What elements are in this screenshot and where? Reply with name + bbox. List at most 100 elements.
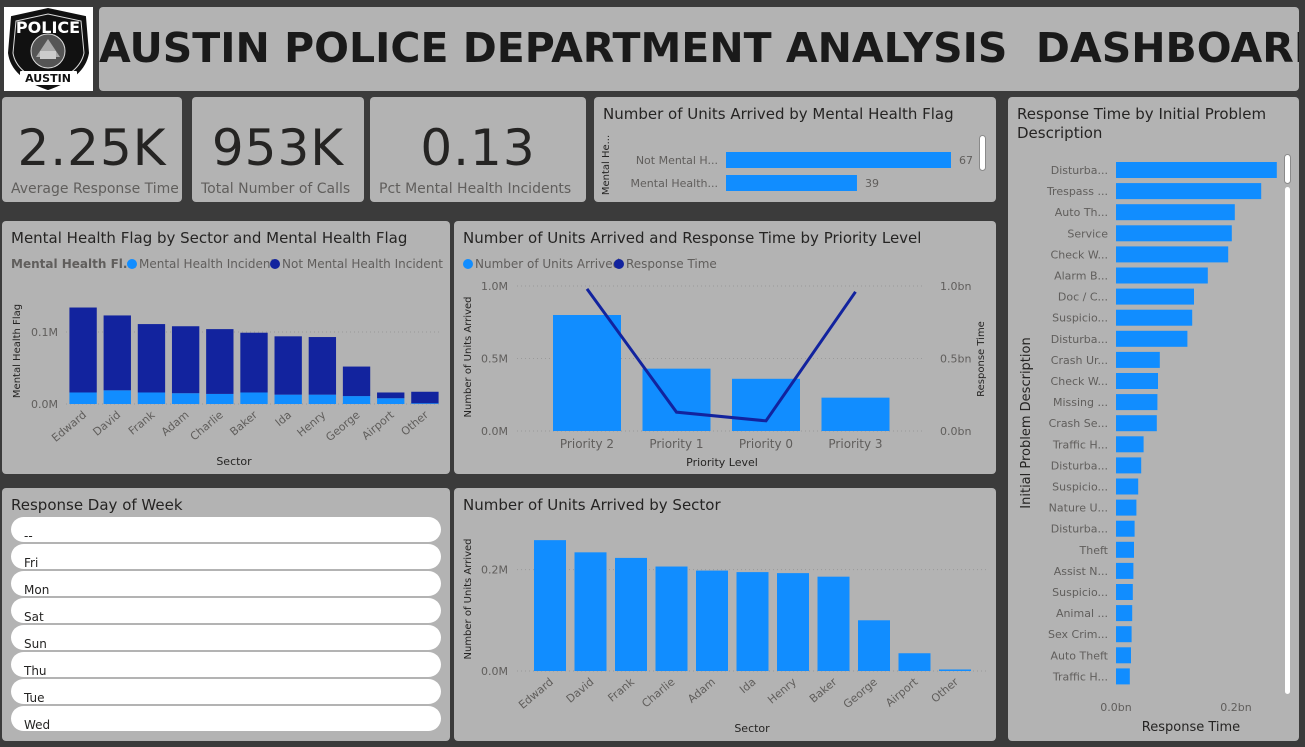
category-label: Suspicio... (1052, 481, 1108, 494)
legend-swatch (463, 259, 473, 269)
x-tick-label: Charlie (639, 675, 677, 710)
bar-mental-health (377, 398, 405, 404)
legend-swatch (270, 259, 280, 269)
bar (1116, 436, 1144, 453)
slicer-item-label: Tue (24, 691, 45, 704)
x-tick-label: Other (399, 408, 432, 438)
legend-title: Mental Health Fl... (11, 257, 137, 271)
bar (1116, 457, 1142, 474)
bar-not-mental-health (137, 324, 166, 393)
units-by-sector-chart[interactable]: Number of Units Arrived by Sector 0.0M 0.… (454, 488, 996, 741)
x-axis-label: Priority Level (686, 456, 758, 469)
slicer-item[interactable]: Sun (11, 625, 441, 650)
y-tick-label: 0.0M (31, 398, 58, 411)
x-axis-label: Sector (734, 722, 770, 735)
x-axis-label: Response Time (1142, 720, 1240, 735)
legend-item-units: Number of Units Arrived (475, 257, 620, 271)
category-label: Disturba... (1051, 164, 1108, 177)
line-response-time (585, 288, 857, 423)
slicer-item[interactable]: Wed (11, 706, 441, 731)
bar (1116, 626, 1132, 643)
mh-by-sector-chart[interactable]: Mental Health Flag by Sector and Mental … (2, 221, 450, 474)
day-of-week-slicer[interactable]: Response Day of Week -- Fri Mon Sat Sun Thu Tu… (2, 488, 450, 741)
bar (736, 572, 769, 671)
category-label: Trespass ... (1046, 185, 1108, 198)
category-label: Check W... (1051, 248, 1108, 261)
x-tick-label: Priority 2 (560, 437, 614, 451)
category-label: Service (1067, 227, 1108, 240)
y2-tick-label: 1.0bn (940, 280, 971, 293)
x-tick-label: Charlie (188, 408, 226, 443)
bar-units-arrived (821, 397, 890, 431)
page-title: AUSTIN POLICE DEPARTMENT ANALYSIS DASHBO… (99, 24, 1299, 72)
x-tick-label: Priority 3 (828, 437, 882, 451)
scrollbar-thumb[interactable] (1284, 154, 1291, 184)
category-label: Crash Ur... (1051, 354, 1108, 367)
slicer-item[interactable]: Tue (11, 679, 441, 704)
legend-swatch (614, 259, 624, 269)
slicer-item[interactable]: Fri (11, 544, 441, 569)
x-tick-label: Baker (227, 408, 260, 439)
slicer-item[interactable]: Thu (11, 652, 441, 677)
chart-title: Number of Units Arrived and Response Tim… (463, 229, 922, 247)
logo-bottom-text: AUSTIN (25, 72, 71, 85)
y-axis-label: Mental He... (601, 135, 612, 195)
chart-title: Number of Units Arrived by Sector (463, 496, 721, 514)
police-badge-icon: POLICE AUSTIN (7, 7, 90, 91)
category-label: Traffic H... (1052, 670, 1108, 683)
bar (1116, 373, 1158, 389)
bar (696, 570, 728, 671)
units-by-mh-flag-chart[interactable]: Number of Units Arrived by Mental Health… (594, 97, 996, 202)
category-label: Doc / C... (1058, 291, 1108, 304)
kpi-card-avg-response-time[interactable]: 2.25K Average Response Time (2, 97, 182, 202)
chart-title: Response Time by Initial Problem Descrip… (1017, 105, 1267, 142)
bar (1116, 288, 1194, 305)
data-label: 39 (865, 177, 879, 190)
bar (1116, 647, 1131, 664)
bar-not-mental-health (274, 336, 302, 395)
x-tick-label: Edward (516, 675, 556, 711)
x-tick-label: 0.0bn (1100, 701, 1131, 714)
x-tick-label: Priority 0 (739, 437, 793, 451)
slicer-item[interactable]: Mon (11, 571, 441, 596)
bar (1116, 499, 1137, 516)
x-tick-label: Priority 1 (649, 437, 703, 451)
bar (1116, 267, 1208, 284)
x-tick-label: David (564, 675, 597, 705)
kpi-card-pct-mental-health[interactable]: 0.13 Pct Mental Health Incidents (370, 97, 586, 202)
bar (1116, 309, 1193, 326)
bar-mental-health (342, 396, 371, 404)
response-by-problem-chart[interactable]: Response Time by Initial Problem Descrip… (1008, 97, 1299, 741)
scrollbar-track[interactable] (1285, 187, 1290, 694)
category-label: Mental Health... (631, 177, 718, 190)
scrollbar-thumb[interactable] (979, 135, 986, 171)
slicer-item-label: Thu (24, 664, 47, 677)
x-tick-label: David (91, 408, 124, 438)
chart-title: Response Day of Week (11, 496, 183, 514)
bar (1116, 394, 1158, 411)
bar (655, 566, 688, 671)
priority-chart[interactable]: Number of Units Arrived and Response Tim… (454, 221, 996, 474)
y-axis-label: Mental Health Flag (12, 304, 23, 398)
category-label: Animal ... (1056, 607, 1108, 620)
bar (1116, 330, 1188, 347)
bar (1116, 478, 1139, 495)
kpi-card-total-calls[interactable]: 953K Total Number of Calls (192, 97, 364, 202)
bar-mental-health (274, 394, 302, 404)
category-label: Suspicio... (1052, 312, 1108, 325)
x-tick-label: George (841, 675, 880, 711)
category-label: Traffic H... (1052, 438, 1108, 451)
bar (898, 653, 931, 671)
legend-swatch (127, 259, 137, 269)
y-tick-label: 0.1M (31, 326, 58, 339)
y-tick-label: 0.0M (481, 665, 508, 678)
bar-mental-health (103, 390, 131, 404)
y-axis-label: Number of Units Arrived (463, 297, 474, 418)
legend-item-mental-health: Mental Health Incident (139, 257, 275, 271)
logo-top-text: POLICE (16, 18, 80, 37)
category-label: Disturba... (1051, 333, 1108, 346)
slicer-item[interactable]: Sat (11, 598, 441, 623)
category-label: Assist N... (1054, 565, 1108, 578)
slicer-item[interactable]: -- (11, 517, 441, 542)
bar (1116, 162, 1277, 178)
